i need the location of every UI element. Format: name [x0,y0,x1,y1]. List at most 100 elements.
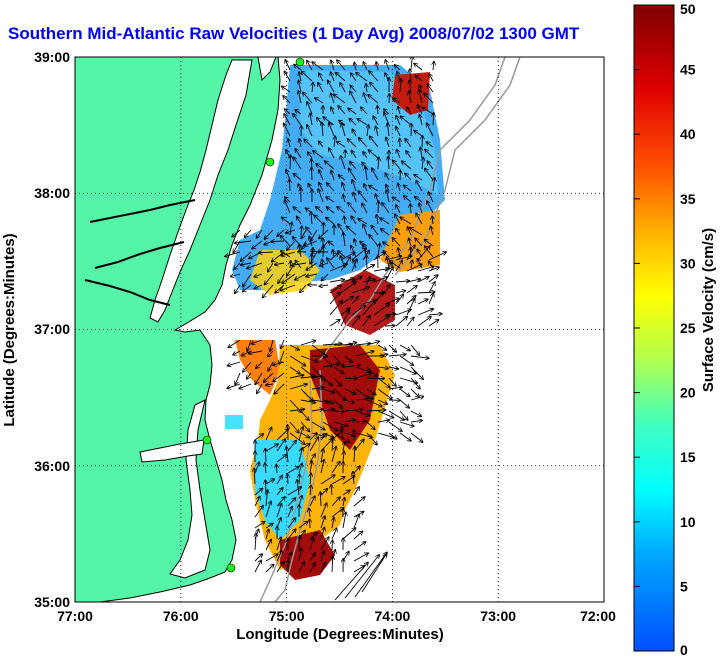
velocity-arrow [316,207,324,214]
velocity-arrow [276,455,287,463]
velocity-arrow [276,464,277,474]
velocity-arrow [417,267,434,272]
velocity-arrow [282,217,291,225]
velocity-arrow [301,229,307,239]
velocity-arrow [282,273,296,283]
velocity-arrow [322,364,339,368]
velocity-arrow [307,61,313,71]
velocity-arrow [295,149,302,159]
velocity-arrow [329,253,338,261]
velocity-arrow [300,284,307,292]
velocity-arrow [298,549,302,562]
velocity-arrow [321,273,329,281]
velocity-arrow [409,238,411,247]
velocity-arrow [329,148,335,159]
velocity-arrow [320,516,325,529]
velocity-arrow [309,437,318,452]
velocity-arrow [396,116,401,126]
y-tick-label: 35:00 [34,594,70,610]
velocity-arrow [271,241,285,242]
velocity-arrow [259,252,274,253]
velocity-arrow [353,515,359,529]
velocity-arrow [417,317,431,327]
velocity-arrow [322,421,338,431]
velocity-arrow [386,190,390,203]
velocity-arrow [331,171,335,181]
velocity-arrow [396,205,401,214]
velocity-arrow [281,236,291,247]
velocity-arrow [410,432,423,442]
velocity-arrow [420,115,423,126]
velocity-arrow [287,467,299,474]
velocity-arrow [307,102,313,115]
velocity-arrow [320,537,329,551]
velocity-arrow [333,432,350,443]
velocity-arrow [265,523,273,529]
velocity-arrow [276,439,285,452]
velocity-arrow [395,65,401,71]
velocity-arrow [227,383,241,388]
velocity-arrow [319,183,324,192]
velocity-arrow [289,421,299,433]
velocity-arrow [298,463,302,474]
velocity-arrow [322,388,335,393]
velocity-arrow [400,217,412,225]
velocity-arrow [353,553,368,562]
station-marker [295,57,305,67]
colorbar-tick-label: 40 [680,126,696,142]
velocity-arrow [298,562,305,573]
james-river [84,279,171,306]
velocity-arrow [388,367,399,369]
velocity-arrow [268,262,274,272]
velocity-arrow [300,341,316,346]
velocity-arrow [359,138,368,148]
velocity-arrow [300,376,316,378]
velocity-arrow [416,181,423,192]
x-tick-label: 73:00 [480,608,516,624]
velocity-arrow [344,355,352,363]
velocity-arrow [338,106,346,115]
velocity-arrow [295,110,302,115]
velocity-arrow [320,460,324,474]
velocity-arrow [273,361,285,365]
velocity-arrow [363,152,368,159]
velocity-arrow [351,216,357,225]
colorbar-tick-label: 20 [680,385,696,401]
velocity-arrow [326,197,335,203]
velocity-arrow [338,175,346,181]
velocity-arrow [289,409,305,411]
velocity-arrow [287,474,288,485]
velocity-arrow [366,255,367,269]
velocity-arrow [410,377,420,389]
velocity-arrow [333,355,344,367]
velocity-arrow [284,71,291,82]
velocity-arrow [235,241,252,243]
velocity-arrow [265,554,278,562]
velocity-arrow [353,497,365,507]
station-marker [202,435,212,445]
velocity-arrow [427,123,434,137]
velocity-arrow [270,339,274,351]
velocity-arrow [322,377,332,386]
velocity-arrow [392,238,401,247]
velocity-arrow [329,285,341,294]
velocity-arrow [415,238,423,247]
land-mass [75,57,281,602]
velocity-arrow [265,273,274,285]
velocity-arrow [287,529,296,540]
velocity-arrow [286,169,291,181]
velocity-arrow [428,293,434,305]
velocity-arrow [399,388,410,396]
velocity-arrow [310,229,318,241]
velocity-arrow [344,555,379,599]
velocity-arrow [353,531,363,540]
velocity-arrow [298,448,303,463]
velocity-arrow [280,284,296,290]
velocity-arrow [373,116,379,126]
velocity-arrow [256,229,263,238]
velocity-arrow [342,490,350,496]
velocity-arrow [409,91,411,104]
station-marker [265,157,275,167]
potomac-river [89,199,196,223]
